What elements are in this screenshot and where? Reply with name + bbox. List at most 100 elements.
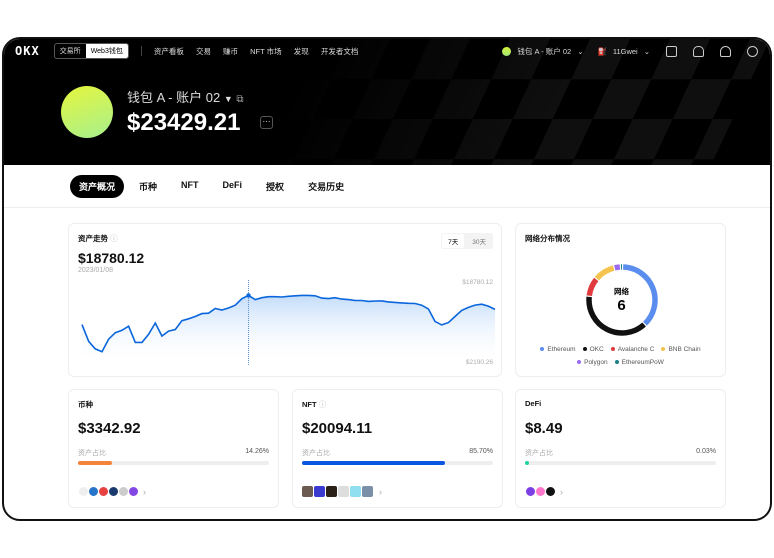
trend-chart[interactable] — [69, 224, 503, 378]
legend-avalanche: Avalanche C — [611, 346, 655, 353]
donut-segment-polygon[interactable] — [614, 264, 621, 271]
nft-card[interactable]: NFT ⓘ $20094.11 资产占比 85.70% › — [292, 389, 503, 508]
tab-tokens[interactable]: 币种 — [139, 182, 158, 192]
nft-thumbnail — [338, 486, 349, 497]
chevron-right-icon[interactable]: › — [143, 486, 146, 497]
tokens-card[interactable]: 币种 $3342.92 资产占比 14.26% › — [68, 389, 279, 508]
network-donut-chart — [586, 264, 658, 336]
share-bar-fill — [78, 461, 113, 465]
share-bar — [525, 461, 716, 465]
nav-link[interactable]: 交易 — [195, 46, 211, 56]
tab-defi[interactable]: DeFi — [222, 180, 243, 190]
nft-thumbnail — [326, 486, 337, 497]
nav-links: 资产看板 交易 赚币 NFT 市场 发现 开发者文档 — [154, 46, 369, 57]
trend-area — [82, 295, 495, 364]
legend-okc: OKC — [583, 346, 604, 353]
legend-row: Ethereum OKC Avalanche C BNB Chain — [516, 346, 725, 353]
share-bar-fill — [302, 461, 446, 465]
nav-link[interactable]: NFT 市场 — [250, 46, 282, 56]
nft-thumbnail — [362, 486, 373, 497]
card-title: 币种 — [78, 400, 93, 409]
top-nav: OKX 交易所 Web3钱包 资产看板 交易 赚币 NFT 市场 发现 开发者文… — [4, 39, 770, 63]
legend-row: Polygon EthereumPoW — [516, 359, 725, 366]
info-icon[interactable]: ⓘ — [110, 234, 118, 243]
card-value: $8.49 — [525, 420, 563, 437]
legend-ethereum: Ethereum — [540, 346, 575, 353]
donut-segment-okc[interactable] — [586, 296, 646, 336]
wallet-name: 钱包 A - 账户 02 — [127, 90, 221, 105]
trend-value: $18780.12 — [78, 250, 145, 266]
network-title: 网络分布情况 — [525, 234, 570, 243]
legend-bnb: BNB Chain — [661, 346, 700, 353]
tab-approvals[interactable]: 授权 — [266, 182, 285, 192]
share-percent: 0.03% — [696, 448, 716, 455]
legend-ethereumpow: EthereumPoW — [615, 359, 664, 366]
share-bar — [302, 461, 493, 465]
nft-thumbnail — [302, 486, 313, 497]
more-options-button[interactable]: ··· — [260, 116, 273, 129]
share-label: 资产占比 — [78, 450, 106, 457]
wallet-selector[interactable]: 钱包 A - 账户 02 ▼ ⧉ — [127, 87, 244, 106]
tab-nft[interactable]: NFT — [181, 180, 199, 190]
headset-icon[interactable] — [720, 45, 731, 57]
account-avatar-icon — [502, 46, 512, 56]
range-7d[interactable]: 7天 — [442, 234, 465, 248]
hover-point — [246, 293, 251, 298]
nav-link[interactable]: 资产看板 — [153, 46, 184, 56]
donut-center-label: 网络 — [614, 287, 629, 296]
tab-overview[interactable]: 资产概况 — [70, 175, 125, 198]
polygon-icon — [128, 486, 139, 497]
y-max-label: $18780.12 — [462, 279, 493, 286]
wallet-avatar — [61, 86, 113, 138]
nft-thumbnail — [314, 486, 325, 497]
chevron-right-icon[interactable]: › — [379, 486, 382, 497]
account-selector[interactable]: 钱包 A - 账户 02 — [517, 46, 572, 56]
range-switch: 7天 30天 — [441, 233, 493, 249]
trend-date: 2023/01/08 — [78, 267, 114, 274]
card-value: $20094.11 — [302, 420, 373, 437]
defi-icons: › — [525, 486, 563, 497]
asset-trend-card: 资产走势 ⓘ $18780.12 2023/01/08 7天 30天 $1878… — [68, 223, 502, 377]
gas-selector[interactable]: 11Gwei — [612, 46, 638, 56]
range-30d[interactable]: 30天 — [472, 239, 486, 246]
card-title: NFT ⓘ — [302, 399, 326, 410]
bell-icon[interactable] — [693, 45, 704, 57]
defi-card[interactable]: DeFi $8.49 资产占比 0.03% › — [515, 389, 726, 508]
network-count: 6 — [617, 297, 626, 314]
chevron-right-icon[interactable]: › — [560, 486, 563, 497]
donut-segment-bnb-chain[interactable] — [594, 265, 615, 281]
share-percent: 14.26% — [245, 448, 269, 455]
donut-segment-avalanche-c[interactable] — [586, 277, 599, 297]
donut-segment-ethereum[interactable] — [622, 264, 658, 326]
nft-thumbnail — [350, 486, 361, 497]
info-icon[interactable]: ⓘ — [318, 400, 327, 409]
protocol-icon — [545, 486, 556, 497]
card-title-text: NFT — [302, 400, 317, 409]
nav-link[interactable]: 发现 — [293, 46, 309, 56]
globe-icon[interactable] — [747, 45, 758, 57]
caret-down-icon: ▼ — [223, 94, 233, 104]
total-balance: $23429.21 — [127, 109, 241, 136]
okx-logo[interactable]: OKX — [15, 44, 40, 58]
divider — [140, 46, 142, 56]
nav-link[interactable]: 赚币 — [223, 46, 239, 56]
share-percent: 85.70% — [469, 448, 493, 455]
network-distribution-card: 网络分布情况 网络 6 Ethereum OKC Avalanche C BNB… — [515, 223, 726, 377]
copy-icon[interactable]: ⧉ — [236, 94, 244, 105]
trend-line — [81, 294, 496, 353]
wallet-header: OKX 交易所 Web3钱包 资产看板 交易 赚币 NFT 市场 发现 开发者文… — [4, 39, 770, 165]
mode-web3-wallet[interactable]: Web3钱包 — [85, 44, 128, 58]
divider — [4, 207, 770, 208]
nav-right: 钱包 A - 账户 02 ⌄ ⛽ 11Gwei ⌄ — [502, 45, 758, 57]
nav-link[interactable]: 开发者文档 — [320, 46, 359, 56]
tab-history[interactable]: 交易历史 — [308, 182, 345, 192]
token-icons: › — [78, 486, 146, 497]
share-label: 资产占比 — [302, 450, 330, 457]
legend-polygon: Polygon — [577, 359, 608, 366]
card-title: DeFi — [525, 399, 542, 408]
share-label: 资产占比 — [525, 450, 553, 457]
nft-thumbnails: › — [302, 486, 382, 497]
gas-pump-icon: ⛽ — [597, 46, 607, 56]
mode-exchange[interactable]: 交易所 — [59, 48, 81, 55]
download-icon[interactable] — [666, 45, 677, 57]
